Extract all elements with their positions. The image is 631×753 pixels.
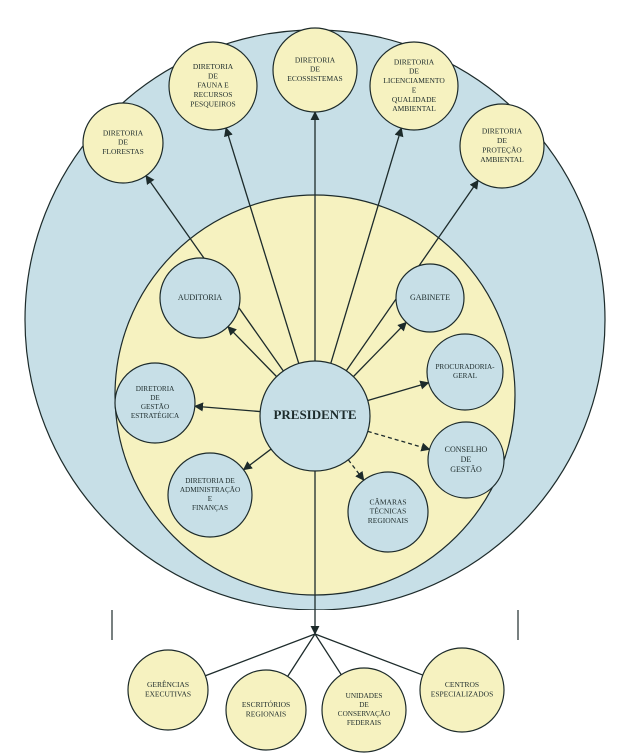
node-dir_lic-label-5: AMBIENTAL [392, 104, 436, 113]
node-conselho-label-1: DE [461, 455, 472, 464]
node-camaras-label-1: TÉCNICAS [370, 506, 407, 516]
node-dir_florestas: DIRETORIADEFLORESTAS [83, 103, 163, 183]
node-dir_gestao-label-0: DIRETORIA [136, 385, 175, 393]
node-dir_ecos-label-0: DIRETORIA [295, 55, 336, 64]
node-centros-label-0: CENTROS [445, 680, 479, 689]
node-auditoria-label-0: AUDITORIA [178, 293, 223, 302]
node-dir_lic-label-4: QUALIDADE [392, 95, 437, 104]
node-dir_florestas-label-1: DE [118, 138, 128, 147]
node-dir_admin-label-2: E [208, 495, 213, 503]
node-presidente: PRESIDENTE [260, 361, 370, 471]
node-conselho-label-0: CONSELHO [445, 445, 488, 454]
node-escritorios-label-1: REGIONAIS [246, 709, 286, 718]
node-procuradoria-label-1: GERAL [453, 372, 477, 380]
node-dir_lic-label-3: E [412, 85, 417, 94]
node-camaras-label-2: REGIONAIS [368, 516, 408, 525]
node-unidades: UNIDADESDECONSERVAÇÃOFEDERAIS [322, 668, 406, 752]
node-dir_ecos-label-2: ECOSSISTEMAS [287, 74, 342, 83]
node-ger_exec: GERÊNCIASEXECUTIVAS [128, 650, 208, 730]
node-gabinete: GABINETE [396, 264, 464, 332]
org-diagram: PRESIDENTEDIRETORIADEFLORESTASDIRETORIAD… [0, 0, 631, 753]
node-dir_florestas-label-2: FLORESTAS [102, 147, 144, 156]
node-ger_exec-label-0: GERÊNCIAS [147, 679, 189, 689]
node-gabinete-label-0: GABINETE [410, 293, 450, 302]
node-dir_fauna-label-2: FAUNA E [197, 81, 229, 90]
node-auditoria: AUDITORIA [160, 258, 240, 338]
node-dir_gestao: DIRETORIADEGESTÃOESTRATÉGICA [115, 363, 195, 443]
node-dir_lic: DIRETORIADELICENCIAMENTOEQUALIDADEAMBIEN… [370, 42, 458, 130]
node-escritorios: ESCRITÓRIOSREGIONAIS [226, 670, 306, 750]
node-unidades-label-3: FEDERAIS [347, 719, 381, 727]
node-dir_admin-label-1: ADMINISTRAÇÃO [180, 484, 240, 494]
node-conselho-label-2: GESTÃO [450, 464, 482, 474]
node-presidente-label-0: PRESIDENTE [273, 407, 356, 422]
node-procuradoria: PROCURADORIA-GERAL [427, 334, 503, 410]
node-dir_ecos-label-1: DE [310, 65, 320, 74]
node-dir_fauna-label-0: DIRETORIA [193, 62, 234, 71]
node-escritorios-label-0: ESCRITÓRIOS [242, 699, 290, 709]
node-dir_fauna-label-4: PESQUEIROS [190, 99, 235, 108]
node-centros: CENTROSESPECIALIZADOS [420, 648, 504, 732]
node-dir_prot-label-2: PROTEÇÃO [482, 144, 522, 154]
node-dir_admin-label-0: DIRETORIA DE [185, 477, 235, 485]
node-dir_admin: DIRETORIA DEADMINISTRAÇÃOEFINANÇAS [168, 453, 252, 537]
node-procuradoria-label-0: PROCURADORIA- [435, 363, 495, 371]
node-camaras: CÂMARASTÉCNICASREGIONAIS [348, 472, 428, 552]
node-dir_fauna-label-3: RECURSOS [194, 90, 233, 99]
node-dir_prot-label-3: AMBIENTAL [480, 155, 524, 164]
node-dir_fauna-label-1: DE [208, 71, 218, 80]
node-dir_lic-label-2: LICENCIAMENTO [383, 76, 445, 85]
node-dir_lic-label-0: DIRETORIA [394, 57, 435, 66]
node-centros-label-1: ESPECIALIZADOS [431, 689, 494, 698]
node-dir_ecos: DIRETORIADEECOSSISTEMAS [273, 28, 357, 112]
node-dir_florestas-label-0: DIRETORIA [103, 128, 144, 137]
node-unidades-label-2: CONSERVAÇÃO [338, 708, 390, 718]
node-dir_admin-label-3: FINANÇAS [192, 504, 228, 512]
node-dir_prot-label-1: DE [497, 136, 507, 145]
node-unidades-label-0: UNIDADES [346, 692, 383, 700]
node-dir_prot: DIRETORIADEPROTEÇÃOAMBIENTAL [460, 104, 544, 188]
node-dir_gestao-label-1: DE [150, 394, 160, 402]
node-dir_gestao-label-2: GESTÃO [141, 401, 169, 411]
node-dir_prot-label-0: DIRETORIA [482, 127, 523, 136]
node-dir_gestao-label-3: ESTRATÉGICA [131, 410, 180, 420]
node-conselho: CONSELHODEGESTÃO [428, 422, 504, 498]
node-camaras-label-0: CÂMARAS [369, 496, 406, 506]
node-dir_lic-label-1: DE [409, 67, 419, 76]
node-unidades-label-1: DE [359, 701, 369, 709]
node-ger_exec-label-1: EXECUTIVAS [145, 689, 191, 698]
node-dir_fauna: DIRETORIADEFAUNA ERECURSOSPESQUEIROS [169, 42, 257, 130]
